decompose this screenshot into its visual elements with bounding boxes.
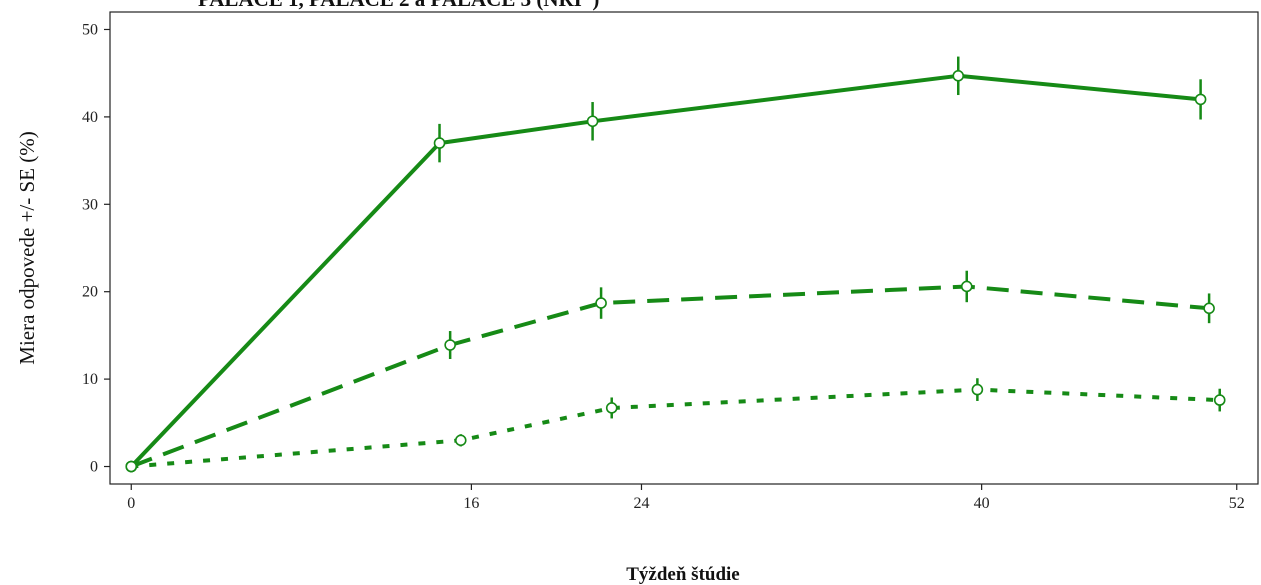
y-axis: 0 10 20 30 40 50 bbox=[82, 21, 110, 476]
y-tick-label: 40 bbox=[82, 109, 98, 126]
data-point bbox=[1213, 394, 1226, 406]
y-tick-label: 20 bbox=[82, 284, 98, 301]
data-point bbox=[444, 339, 456, 351]
data-point bbox=[952, 70, 965, 82]
data-point bbox=[971, 383, 984, 396]
series-line bbox=[129, 73, 1201, 468]
y-tick-label: 50 bbox=[82, 21, 98, 38]
series-dashed bbox=[125, 270, 1215, 473]
series-dotted bbox=[125, 378, 1226, 473]
data-point bbox=[1203, 302, 1215, 315]
y-tick-label: 0 bbox=[90, 459, 98, 476]
x-tick-label: 52 bbox=[1229, 495, 1245, 512]
plot-area bbox=[109, 11, 1259, 485]
data-point bbox=[960, 280, 973, 293]
data-point bbox=[125, 460, 138, 473]
y-tick-label: 30 bbox=[82, 196, 98, 213]
y-tick-label: 10 bbox=[82, 371, 98, 388]
chart-title: PALACE 1, PALACE 2 a PALACE 3 (NRI*) bbox=[198, 0, 599, 11]
x-axis-label: Týždeň štúdie bbox=[626, 564, 740, 585]
data-point bbox=[586, 115, 599, 128]
x-tick-label: 24 bbox=[633, 495, 649, 512]
plot-border bbox=[109, 11, 1259, 485]
series-layer bbox=[125, 56, 1226, 473]
data-point bbox=[433, 137, 446, 149]
data-point bbox=[454, 434, 467, 447]
series-line bbox=[131, 387, 1220, 469]
series-line bbox=[130, 284, 1210, 469]
data-point bbox=[605, 402, 618, 414]
y-axis-label: Miera odpovede +/- SE (%) bbox=[15, 131, 39, 364]
x-tick-label: 16 bbox=[463, 495, 479, 512]
x-axis: 0 16 24 40 52 bbox=[127, 484, 1245, 512]
series-solid bbox=[125, 56, 1207, 473]
data-point bbox=[1194, 93, 1207, 106]
x-tick-label: 40 bbox=[974, 495, 990, 512]
data-point bbox=[595, 297, 607, 309]
x-tick-label: 0 bbox=[127, 495, 135, 512]
